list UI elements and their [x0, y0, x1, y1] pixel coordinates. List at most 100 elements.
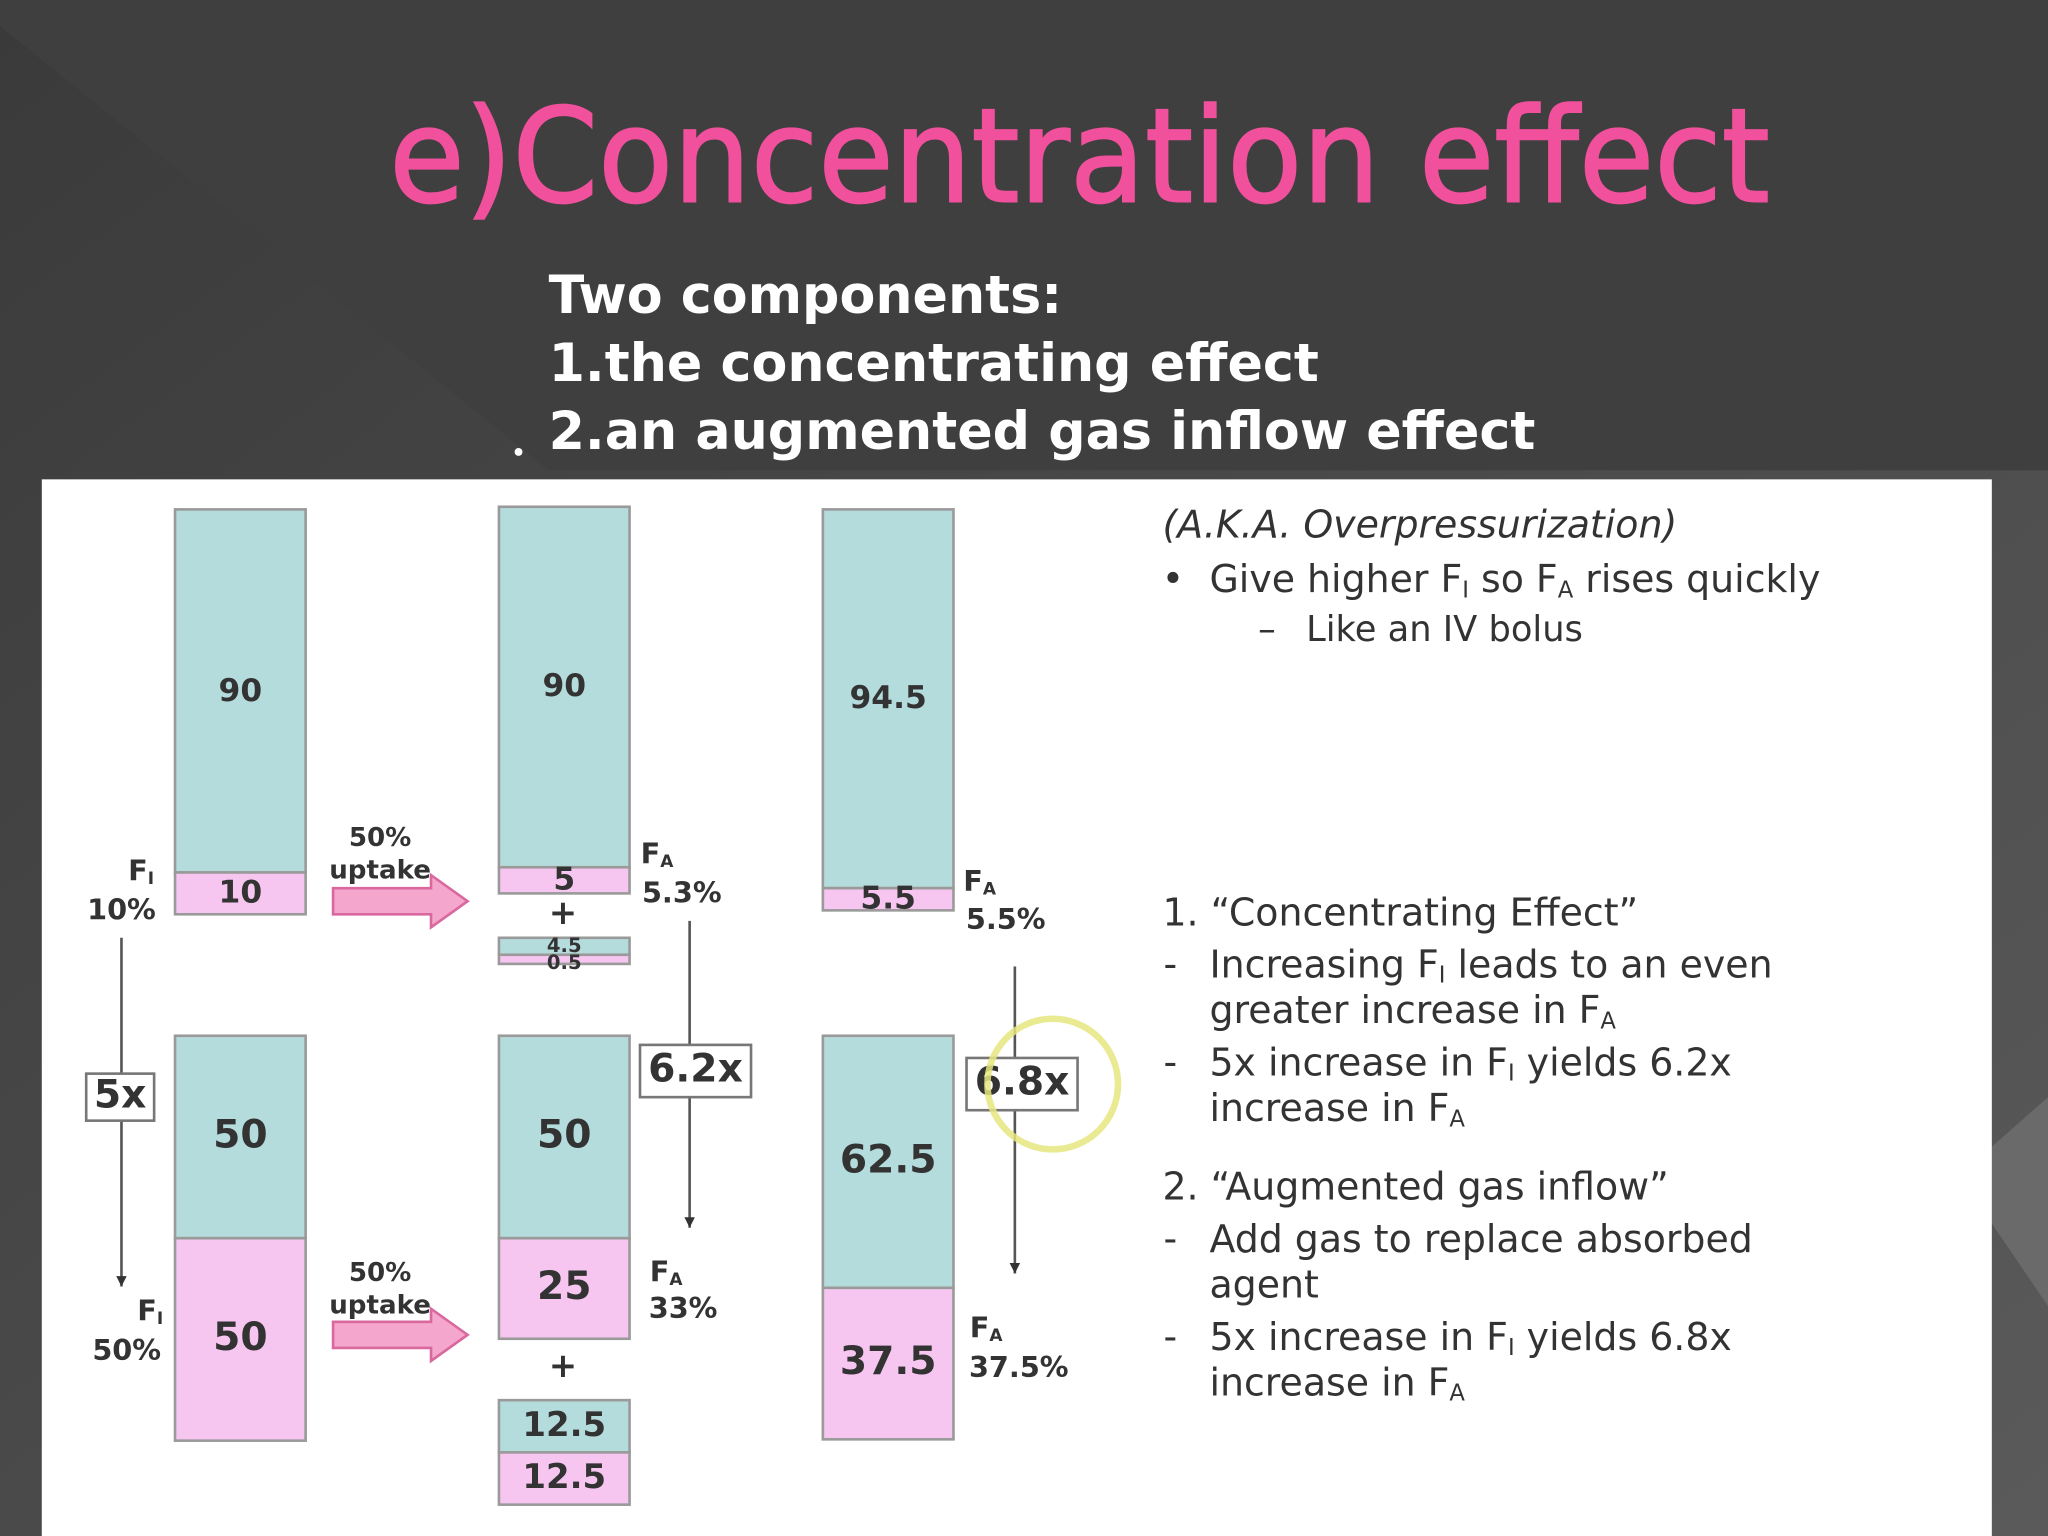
teal-segment: [173, 1034, 307, 1240]
list-marker: •: [1162, 557, 1184, 601]
pink-segment: [497, 865, 631, 895]
symbol-subscript: I: [148, 869, 154, 889]
text-run: 2. “Augmented gas inflow”: [1162, 1164, 1668, 1208]
fraction-percent: 50%: [92, 1333, 161, 1367]
uptake-word: uptake: [329, 856, 431, 886]
fraction-percent: 5.5%: [966, 902, 1046, 936]
segment-value: 50: [213, 1315, 268, 1360]
segment-value: 90: [219, 673, 263, 709]
list-marker: -: [1163, 1216, 1177, 1260]
fraction-symbol: FI: [128, 853, 154, 889]
segment-value: 50: [537, 1112, 592, 1157]
text-run: yields 6.8x: [1515, 1314, 1732, 1358]
text-run: Like an IV bolus: [1306, 609, 1583, 650]
teal-segment: [497, 505, 631, 869]
pink-segment: [173, 871, 307, 916]
text-run: increase in F: [1209, 1360, 1449, 1404]
fraction-percent: 37.5%: [969, 1350, 1069, 1384]
title: e)Concentration effect: [389, 81, 1770, 233]
note-line: (A.K.A. Overpressurization): [1162, 502, 1677, 546]
fraction-percent: 10%: [87, 893, 156, 927]
multiplier-box: [638, 1043, 753, 1099]
pink-segment: [497, 1451, 631, 1506]
teal-segment: [821, 1034, 955, 1290]
fraction-symbol: FA: [970, 1311, 1004, 1347]
text-run: 5x increase in F: [1209, 1040, 1507, 1084]
intro-line: 2.an augmented gas inflow effect: [549, 402, 1536, 462]
intro-line: Two components:: [549, 266, 1063, 326]
pink-segment: [821, 886, 955, 912]
symbol-subscript: A: [660, 852, 674, 872]
segment-value: 4.5: [547, 934, 582, 957]
plus-sign: +: [549, 893, 577, 933]
symbol-subscript: A: [669, 1270, 683, 1290]
note-line: 2. “Augmented gas inflow”: [1162, 1164, 1668, 1208]
pink-segment: [173, 1236, 307, 1442]
list-marker: -: [1163, 942, 1177, 986]
segment-value: 37.5: [840, 1339, 937, 1384]
intro-line: 1.the concentrating effect: [549, 334, 1319, 394]
uptake-arrow: [331, 1306, 470, 1364]
subscript: I: [1508, 1060, 1515, 1086]
uptake-percent: 50%: [349, 1258, 412, 1288]
segment-value: 25: [537, 1264, 592, 1309]
teal-segment: [821, 508, 955, 890]
segment-value: 5: [553, 861, 575, 897]
subscript: A: [1600, 1008, 1616, 1034]
note-line: Like an IV bolus: [1306, 609, 1583, 650]
segment-value: 94.5: [850, 680, 927, 716]
arrow-head: [116, 1276, 127, 1287]
uptake-percent: 50%: [349, 823, 412, 853]
list-marker: -: [1163, 1040, 1177, 1084]
teal-segment: [173, 508, 307, 874]
pink-segment: [821, 1286, 955, 1441]
subscript: I: [1439, 962, 1446, 988]
segment-value: 50: [213, 1112, 268, 1157]
background-facet: [0, 0, 2048, 471]
subscript: I: [1508, 1334, 1515, 1360]
note-line: agent: [1209, 1262, 1318, 1306]
arrow-head: [684, 1217, 695, 1228]
uptake-arrow: [331, 872, 470, 930]
bullet-dot: [514, 448, 523, 456]
symbol: F: [128, 853, 148, 887]
text-run: leads to an even: [1445, 942, 1772, 986]
text-run: so F: [1469, 557, 1558, 601]
figure-panel: [41, 479, 1992, 1536]
text-run: 5x increase in F: [1209, 1314, 1507, 1358]
multiplier: 6.2x: [648, 1047, 743, 1092]
note-line: 5x increase in FI yields 6.8x: [1209, 1314, 1731, 1360]
symbol-subscript: A: [989, 1326, 1003, 1346]
highlight-circle: [984, 1015, 1122, 1153]
list-marker: -: [1163, 1314, 1177, 1358]
text-run: Add gas to replace absorbed: [1209, 1216, 1752, 1260]
symbol: F: [650, 1254, 670, 1288]
teal-segment: [497, 1398, 631, 1454]
subscript: A: [1449, 1106, 1465, 1132]
arrow-head: [1009, 1263, 1021, 1274]
text-run: Increasing F: [1209, 942, 1438, 986]
segment-value: 62.5: [840, 1137, 937, 1182]
note-line: Add gas to replace absorbed: [1209, 1216, 1752, 1260]
symbol: F: [137, 1294, 157, 1328]
multiplier: 5x: [94, 1073, 147, 1118]
text-run: yields 6.2x: [1515, 1040, 1732, 1084]
symbol: F: [641, 837, 661, 871]
text-run: 1. “Concentrating Effect”: [1162, 890, 1638, 934]
text-run: greater increase in F: [1209, 988, 1600, 1032]
plus-sign: +: [549, 1346, 577, 1386]
pink-segment: [497, 1236, 631, 1341]
segment-value: 0.5: [547, 951, 582, 974]
subscript: I: [1462, 577, 1469, 603]
subscript: A: [1558, 577, 1574, 603]
note-line: 1. “Concentrating Effect”: [1162, 890, 1638, 934]
figure: 90 10 90 5 4.50.5 94.5 5.5 50 50 50 25 12.5 12.5 62.5…: [84, 502, 1820, 1506]
segment-value: 5.5: [860, 880, 916, 916]
multiplier-box: [84, 1072, 156, 1122]
text-run: increase in F: [1209, 1086, 1449, 1130]
note-line: Increasing FI leads to an even: [1209, 942, 1772, 988]
fraction-percent: 5.3%: [642, 876, 722, 910]
note-line: greater increase in FA: [1209, 988, 1616, 1034]
text-run: (A.K.A. Overpressurization): [1162, 502, 1677, 546]
